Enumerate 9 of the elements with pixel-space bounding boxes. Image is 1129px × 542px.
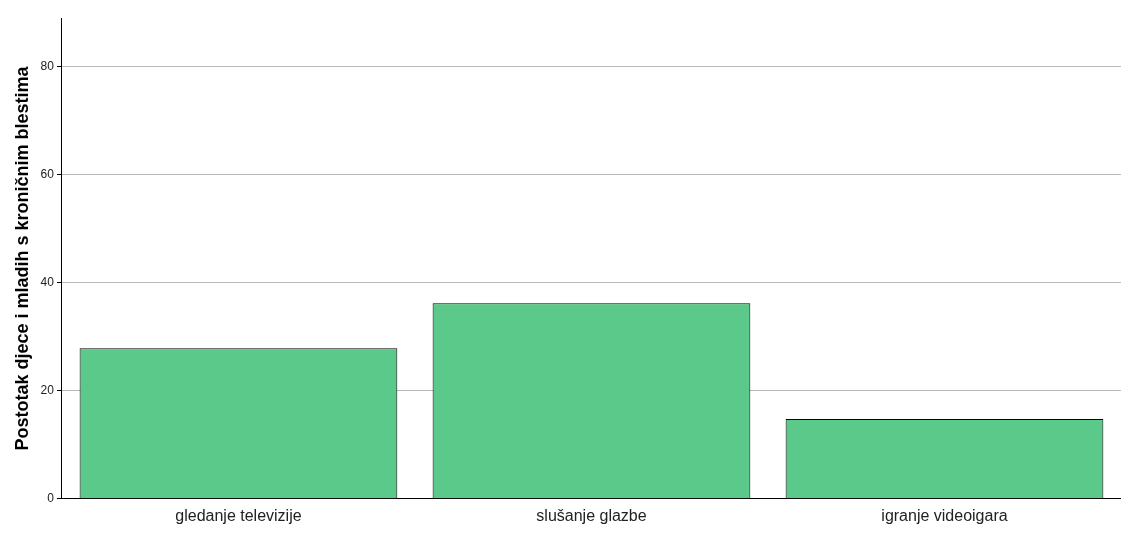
x-tick-label: slušanje glazbe <box>536 506 647 524</box>
x-tick-label: igranje videoigara <box>881 506 1008 524</box>
x-tick-label: gledanje televizije <box>175 506 302 524</box>
y-tick-label: 60 <box>40 167 55 182</box>
y-tick-label: 0 <box>47 491 55 506</box>
y-tick-label: 20 <box>40 383 55 398</box>
y-axis-title: Postotak djece i mladih s kroničnim blestima <box>11 65 32 451</box>
y-tick-label: 80 <box>40 59 55 74</box>
y-tick-label: 40 <box>40 275 55 290</box>
